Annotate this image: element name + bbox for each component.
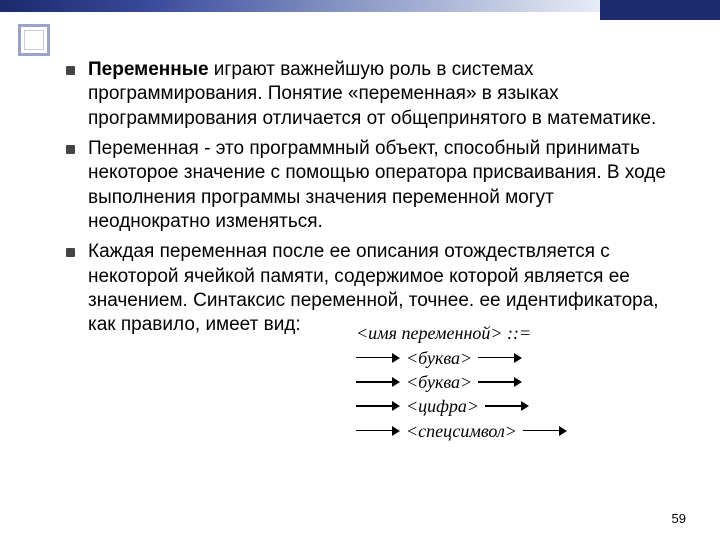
arrow-icon bbox=[356, 377, 400, 387]
syntax-alt-row: <спецсимвол> bbox=[356, 419, 674, 443]
syntax-alt-row: <цифра> bbox=[356, 394, 674, 418]
arrow-icon bbox=[478, 377, 522, 387]
slide-top-border bbox=[0, 0, 720, 20]
bullet-text: Переменная - это программный объект, спо… bbox=[88, 138, 666, 232]
list-item: Переменная - это программный объект, спо… bbox=[66, 137, 674, 234]
syntax-block: <имя переменной> ::= <буква> <буква> <ци… bbox=[356, 321, 674, 442]
top-dark-block bbox=[600, 0, 720, 20]
top-gradient bbox=[0, 0, 600, 12]
syntax-alt-row: <буква> bbox=[356, 346, 674, 370]
arrow-icon bbox=[523, 426, 567, 436]
syntax-alt: <буква> bbox=[406, 346, 472, 370]
arrow-icon bbox=[485, 401, 529, 411]
arrow-icon bbox=[356, 353, 400, 363]
syntax-alt-row: <буква> bbox=[356, 370, 674, 394]
bullet-text: Каждая переменная после ее описания отож… bbox=[88, 241, 659, 335]
bullet-list: Переменные играют важнейшую роль в систе… bbox=[66, 58, 674, 337]
arrow-icon bbox=[478, 353, 522, 363]
arrow-icon bbox=[356, 401, 400, 411]
list-item: Каждая переменная после ее описания отож… bbox=[66, 240, 674, 337]
list-item: Переменные играют важнейшую роль в систе… bbox=[66, 58, 674, 131]
syntax-alt: <цифра> bbox=[406, 394, 479, 418]
bullet-bold-lead: Переменные bbox=[88, 59, 209, 80]
accent-square bbox=[18, 24, 50, 56]
arrow-icon bbox=[356, 426, 400, 436]
syntax-alt: <спецсимвол> bbox=[406, 419, 517, 443]
page-number: 59 bbox=[672, 511, 686, 526]
syntax-alt: <буква> bbox=[406, 370, 472, 394]
slide-content: Переменные играют важнейшую роль в систе… bbox=[0, 20, 720, 443]
